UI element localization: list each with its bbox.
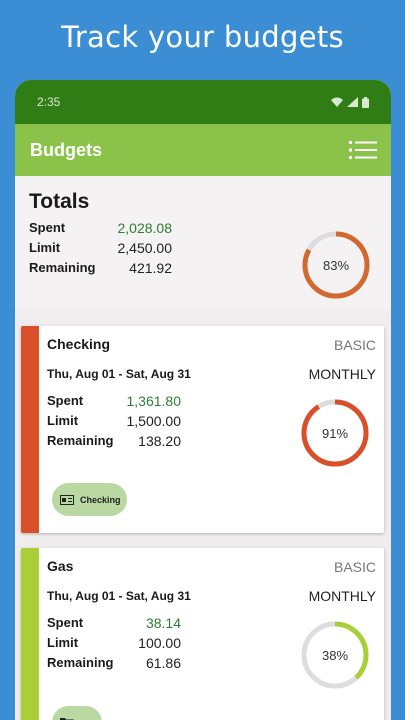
- budget-dates: Thu, Aug 01 - Sat, Aug 31: [47, 589, 191, 603]
- spent-value: 38.14: [145, 615, 181, 631]
- budget-name: Checking: [47, 336, 111, 352]
- phone-screen: 2:35 Budgets Totals Spent 2,028.08 Limit…: [15, 80, 391, 720]
- spent-label: Spent: [47, 615, 84, 630]
- budget-period: MONTHLY: [308, 366, 376, 382]
- limit-label: Limit: [29, 240, 61, 255]
- list-icon[interactable]: [349, 139, 377, 161]
- totals-percent: 83%: [323, 258, 349, 273]
- budget-type: BASIC: [333, 337, 376, 353]
- wifi-icon: [331, 97, 343, 107]
- account-card-icon: [60, 494, 74, 505]
- status-time: 2:35: [37, 95, 61, 109]
- budget-period: MONTHLY: [308, 588, 376, 604]
- budget-dates: Thu, Aug 01 - Sat, Aug 31: [47, 367, 191, 381]
- spent-value: 1,361.80: [126, 393, 182, 409]
- app-bar: Budgets: [15, 124, 391, 176]
- budget-percent: 38%: [322, 648, 348, 663]
- budget-card-gas[interactable]: Gas BASIC Thu, Aug 01 - Sat, Aug 31 MONT…: [21, 548, 384, 720]
- limit-value: 1,500.00: [126, 413, 182, 429]
- remaining-label: Remaining: [29, 260, 96, 275]
- status-bar: 2:35: [15, 80, 391, 124]
- remaining-label: Remaining: [47, 655, 114, 670]
- account-chip[interactable]: [52, 706, 102, 720]
- account-chip-label: Checking: [80, 494, 121, 505]
- budget-percent: 91%: [322, 426, 348, 441]
- limit-value: 100.00: [138, 635, 181, 651]
- status-icons: [331, 96, 369, 108]
- remaining-value: 421.92: [129, 260, 172, 276]
- spent-value: 2,028.08: [117, 220, 173, 236]
- totals-values: Spent 2,028.08 Limit 2,450.00 Remaining …: [29, 220, 377, 276]
- remaining-value: 61.86: [145, 655, 181, 671]
- signal-icon: [347, 97, 358, 107]
- totals-progress-ring: 83%: [302, 231, 370, 299]
- budget-progress-ring: 91%: [301, 399, 369, 467]
- remaining-label: Remaining: [47, 433, 114, 448]
- budget-name: Gas: [47, 558, 74, 574]
- budget-color-stripe: [21, 326, 39, 533]
- promo-title: Track your budgets: [61, 20, 344, 54]
- budget-card-checking[interactable]: Checking BASIC Thu, Aug 01 - Sat, Aug 31…: [21, 326, 384, 533]
- spent-label: Spent: [47, 393, 84, 408]
- budget-values: Spent 38.14 Limit 100.00 Remaining 61.86: [47, 615, 376, 671]
- account-chip[interactable]: Checking: [52, 483, 127, 516]
- limit-value: 2,450.00: [117, 240, 173, 256]
- totals-heading: Totals: [29, 190, 90, 213]
- totals-panel: Totals Spent 2,028.08 Limit 2,450.00 Rem…: [15, 176, 391, 309]
- budget-type: BASIC: [333, 559, 376, 575]
- remaining-value: 138.20: [138, 433, 181, 449]
- battery-icon: [362, 96, 369, 108]
- spent-label: Spent: [29, 220, 66, 235]
- budget-values: Spent 1,361.80 Limit 1,500.00 Remaining …: [47, 393, 376, 449]
- budget-color-stripe: [21, 548, 39, 720]
- limit-label: Limit: [47, 635, 79, 650]
- app-title: Budgets: [30, 139, 102, 160]
- limit-label: Limit: [47, 413, 79, 428]
- budget-progress-ring: 38%: [301, 621, 369, 689]
